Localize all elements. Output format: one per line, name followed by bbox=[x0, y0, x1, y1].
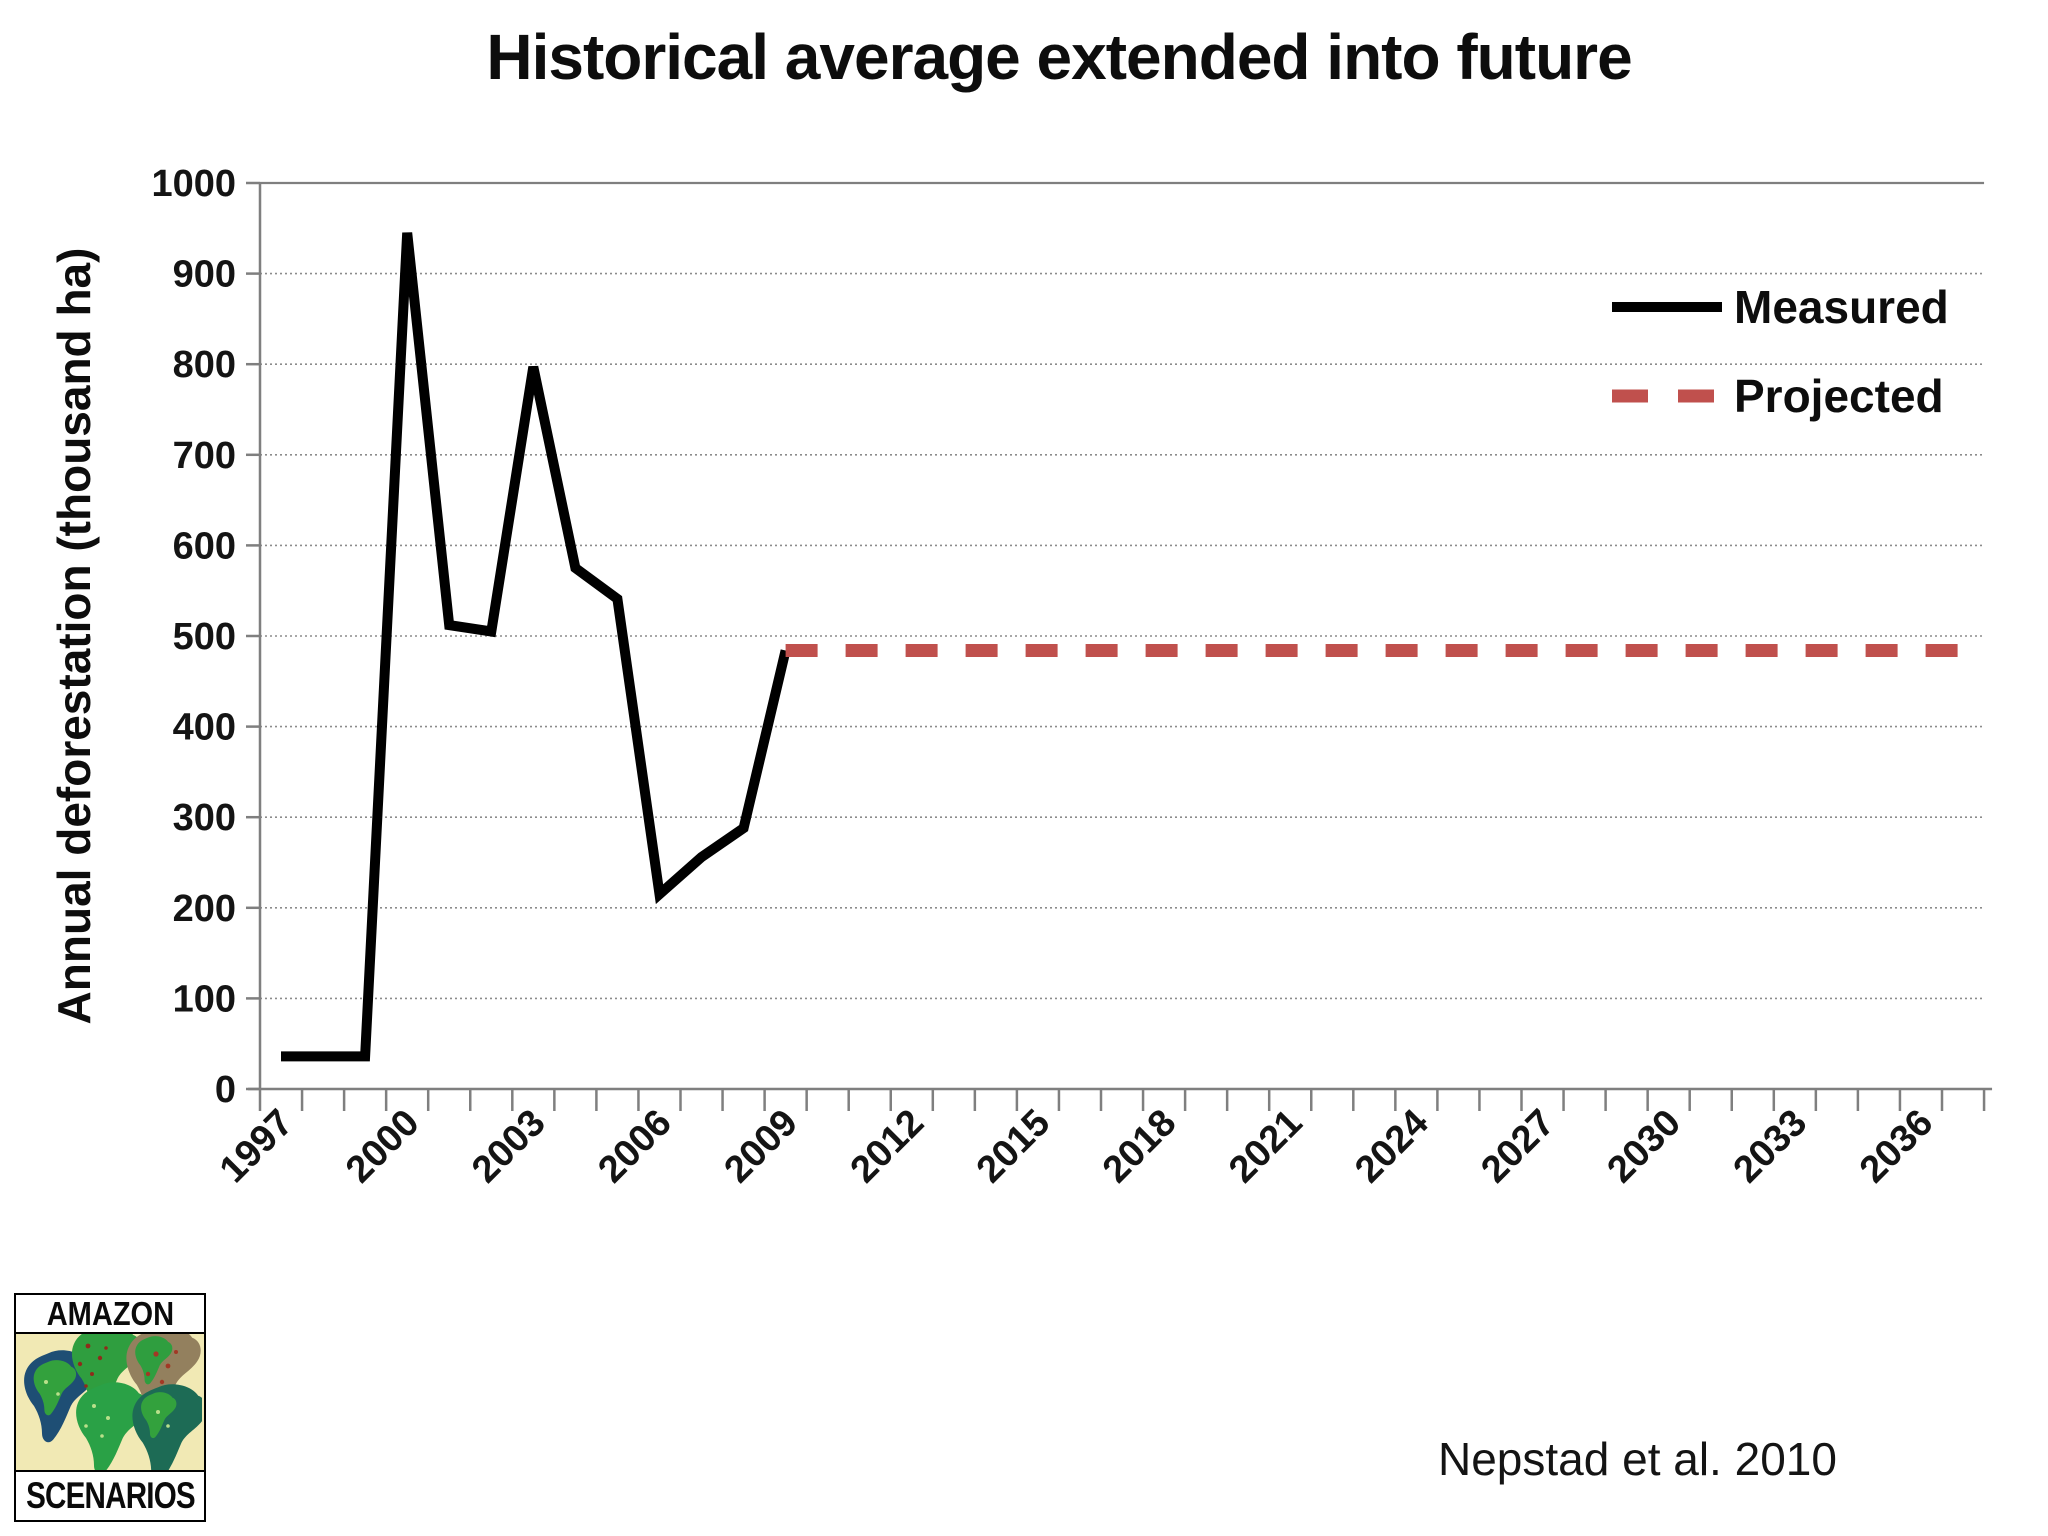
y-axis-tick-label: 900 bbox=[173, 254, 236, 296]
x-axis-tick-label: 2027 bbox=[1473, 1102, 1562, 1191]
x-axis-tick-label: 2015 bbox=[969, 1102, 1058, 1191]
x-axis-tick-label: 2018 bbox=[1095, 1102, 1184, 1191]
logo-map-illustration bbox=[24, 1334, 204, 1470]
y-axis-tick-label: 500 bbox=[173, 616, 236, 658]
x-axis-tick-label: 2024 bbox=[1347, 1102, 1436, 1191]
x-axis-tick-label: 2021 bbox=[1221, 1102, 1310, 1191]
legend-label-projected: Projected bbox=[1734, 370, 1944, 422]
logo-map-art bbox=[16, 1334, 204, 1472]
y-axis-tick-label: 400 bbox=[173, 707, 236, 749]
y-axis-tick-label: 200 bbox=[173, 888, 236, 930]
y-axis-tick-label: 0 bbox=[215, 1069, 236, 1111]
citation-text: Nepstad et al. 2010 bbox=[1438, 1433, 1837, 1485]
y-axis-tick-label: 100 bbox=[173, 978, 236, 1020]
y-axis-tick-label: 800 bbox=[173, 344, 236, 386]
x-axis-tick-label: 2003 bbox=[464, 1102, 553, 1191]
x-axis-tick-label: 2030 bbox=[1600, 1102, 1689, 1191]
logo-bottom-banner: SCENARIOS bbox=[16, 1472, 204, 1520]
x-axis-tick-label: 2012 bbox=[843, 1102, 932, 1191]
x-axis-tick-label: 2033 bbox=[1726, 1102, 1815, 1191]
x-axis-tick-label: 2006 bbox=[590, 1102, 679, 1191]
y-axis-title: Annual deforestation (thousand ha) bbox=[48, 248, 100, 1025]
series-measured bbox=[281, 232, 791, 1062]
logo-bottom-text: SCENARIOS bbox=[25, 1475, 196, 1516]
amazon-scenarios-logo: AMAZON bbox=[14, 1293, 206, 1522]
y-axis-tick-label: 300 bbox=[173, 797, 236, 839]
legend-label-measured: Measured bbox=[1734, 281, 1949, 333]
logo-top-text: AMAZON bbox=[46, 1294, 174, 1332]
y-axis-tick-label: 700 bbox=[173, 435, 236, 477]
x-axis-tick-label: 2009 bbox=[717, 1102, 806, 1191]
y-axis-tick-label: 1000 bbox=[151, 163, 236, 205]
x-axis-tick-label: 2036 bbox=[1852, 1102, 1941, 1191]
x-axis-tick-label: 1997 bbox=[212, 1102, 301, 1191]
logo-top-banner: AMAZON bbox=[16, 1295, 204, 1334]
x-axis-tick-label: 2000 bbox=[338, 1102, 427, 1191]
y-axis-tick-label: 600 bbox=[173, 525, 236, 567]
chart-title: Historical average extended into future bbox=[486, 21, 1632, 93]
